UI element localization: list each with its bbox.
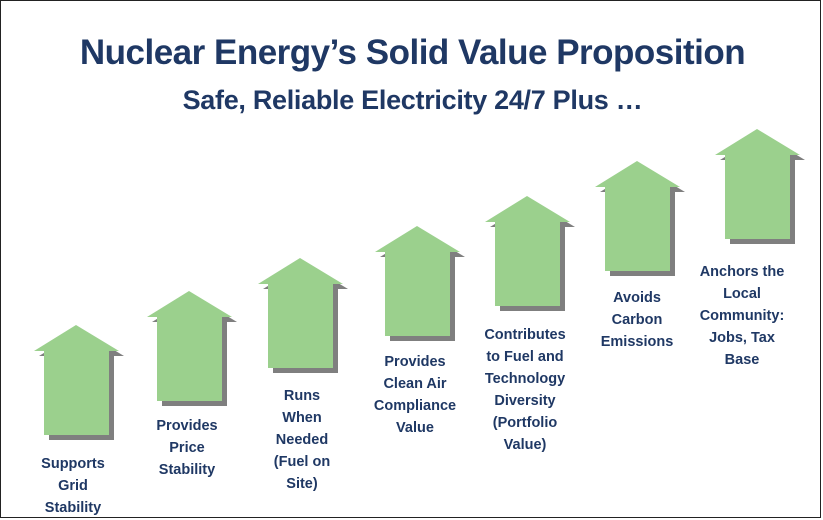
step-label-1: Supports Grid Stability <box>13 453 133 519</box>
step-4-line-3: Compliance <box>373 398 457 414</box>
arrow-step-4 <box>375 226 465 341</box>
up-arrow-icon <box>34 325 124 440</box>
step-7-line-3: Community: <box>699 308 785 324</box>
step-1-line-3: Stability <box>44 500 102 516</box>
step-3-line-2: When <box>282 410 322 426</box>
up-arrow-icon <box>258 258 348 373</box>
up-arrow-icon <box>715 129 805 244</box>
step-2-line-2: Price <box>169 440 205 456</box>
step-5-line-4: Diversity <box>494 393 556 409</box>
step-label-6: Avoids Carbon Emissions <box>577 287 697 353</box>
step-label-7: Anchors the Local Community: Jobs, Tax B… <box>682 261 802 371</box>
arrow-step-2 <box>147 291 237 406</box>
arrow-step-5 <box>485 196 575 311</box>
arrow-step-6 <box>595 161 685 276</box>
step-label-3: Runs When Needed (Fuel on Site) <box>242 385 362 495</box>
step-1-line-2: Grid <box>58 478 88 494</box>
up-arrow-icon <box>485 196 575 311</box>
up-arrow-icon <box>147 291 237 406</box>
step-label-5: Contributes to Fuel and Technology Diver… <box>465 324 585 456</box>
arrow-step-1 <box>34 325 124 440</box>
step-5-line-5: (Portfolio <box>492 415 558 431</box>
step-3-line-5: Site) <box>286 476 318 492</box>
step-7-line-1: Anchors the <box>699 264 785 280</box>
up-arrow-icon <box>375 226 465 341</box>
step-6-line-3: Emissions <box>600 334 674 350</box>
step-4-line-1: Provides <box>384 354 446 370</box>
slide-title: Nuclear Energy’s Solid Value Proposition <box>79 33 746 72</box>
step-7-line-4: Jobs, Tax <box>709 330 775 346</box>
step-5-line-6: Value) <box>503 437 547 453</box>
step-5-line-1: Contributes <box>484 327 566 343</box>
step-6-line-1: Avoids <box>613 290 661 306</box>
step-7-line-2: Local <box>723 286 761 302</box>
step-3-line-4: (Fuel on <box>273 454 331 470</box>
step-label-4: Provides Clean Air Compliance Value <box>355 351 475 439</box>
step-label-2: Provides Price Stability <box>127 415 247 481</box>
step-6-line-2: Carbon <box>611 312 663 328</box>
up-arrow-icon <box>595 161 685 276</box>
step-3-line-1: Runs <box>283 388 321 404</box>
step-7-line-5: Base <box>724 352 760 368</box>
step-4-line-2: Clean Air <box>383 376 447 392</box>
step-3-line-3: Needed <box>275 432 329 448</box>
step-2-line-1: Provides <box>156 418 218 434</box>
step-1-line-1: Supports <box>41 456 105 472</box>
step-4-line-4: Value <box>396 420 434 436</box>
arrow-step-3 <box>258 258 348 373</box>
step-2-line-3: Stability <box>158 462 216 478</box>
step-5-line-3: Technology <box>484 371 566 387</box>
step-5-line-2: to Fuel and <box>486 349 564 365</box>
arrow-step-7 <box>715 129 805 244</box>
slide-subtitle: Safe, Reliable Electricity 24/7 Plus … <box>182 85 643 115</box>
